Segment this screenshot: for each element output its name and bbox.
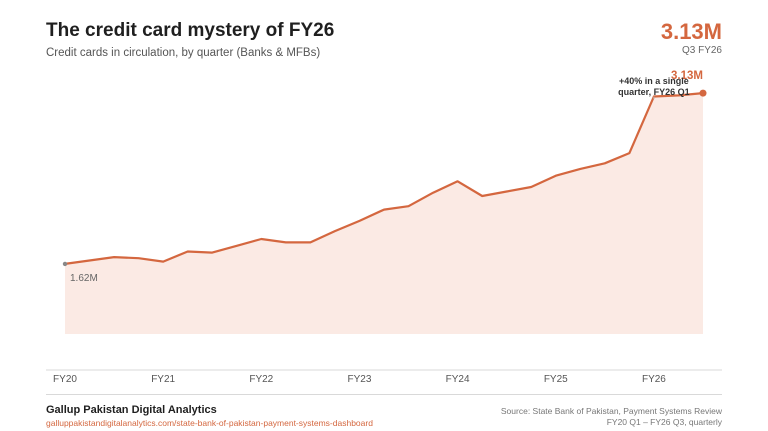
x-tick-label: FY22 <box>249 374 273 385</box>
x-tick-label: FY25 <box>544 374 568 385</box>
chart-title: The credit card mystery of FY26 <box>46 20 335 41</box>
x-tick-label: FY24 <box>446 374 470 385</box>
area-fill <box>65 93 703 334</box>
footer-link[interactable]: galluppakistandigitalanalytics.com/state… <box>46 418 373 428</box>
data-point-start <box>62 261 68 267</box>
chart-subtitle: Credit cards in circulation, by quarter … <box>46 47 321 59</box>
headline-stat: 3.13M Q3 FY26 <box>660 19 722 57</box>
x-tick-label: FY21 <box>151 374 175 385</box>
series-layer <box>62 89 707 267</box>
data-point-end <box>699 89 707 97</box>
footer-divider <box>46 394 722 395</box>
footer-source: Source: State Bank of Pakistan, Payment … <box>501 406 722 428</box>
end-value-label: 3.13M <box>671 70 703 82</box>
source-line-1: Source: State Bank of Pakistan, Payment … <box>500 406 722 416</box>
annotation-line-1: +40% in a single <box>619 76 689 86</box>
x-tick-label: FY23 <box>348 374 372 385</box>
start-value-label: 1.62M <box>70 273 98 284</box>
footer-brand: Gallup Pakistan Digital Analytics <box>46 404 217 416</box>
x-tick-label: FY20 <box>53 374 77 385</box>
headline-value: 3.13M <box>660 19 722 44</box>
series-line <box>64 92 704 265</box>
annotation-line-2: quarter, FY26 Q1 <box>618 87 690 97</box>
headline-label: Q3 FY26 <box>681 45 722 56</box>
x-axis: FY20 FY21 FY22 FY23 FY24 FY25 FY26 <box>46 369 722 385</box>
source-line-2: FY20 Q1 – FY26 Q3, quarterly <box>606 417 722 427</box>
x-tick-label: FY26 <box>642 374 666 385</box>
area-layer <box>65 93 703 334</box>
